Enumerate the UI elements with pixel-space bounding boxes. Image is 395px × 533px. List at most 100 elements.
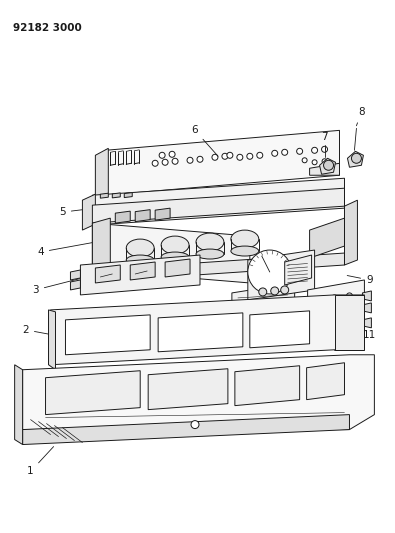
Polygon shape xyxy=(363,303,371,313)
Circle shape xyxy=(212,154,218,160)
Circle shape xyxy=(247,154,253,159)
Circle shape xyxy=(152,160,158,166)
Polygon shape xyxy=(105,131,339,195)
Polygon shape xyxy=(320,158,335,174)
Polygon shape xyxy=(112,193,120,198)
Circle shape xyxy=(331,295,337,301)
Polygon shape xyxy=(130,262,155,280)
Circle shape xyxy=(297,148,303,154)
Text: 4: 4 xyxy=(37,243,93,257)
Polygon shape xyxy=(92,253,344,282)
Polygon shape xyxy=(250,311,310,348)
Polygon shape xyxy=(310,218,344,258)
Text: 11: 11 xyxy=(356,322,376,340)
Circle shape xyxy=(240,305,250,315)
Circle shape xyxy=(162,159,168,165)
Polygon shape xyxy=(344,200,357,265)
Polygon shape xyxy=(148,369,228,410)
Polygon shape xyxy=(235,366,300,406)
Circle shape xyxy=(346,293,352,299)
Circle shape xyxy=(312,147,318,154)
Circle shape xyxy=(352,154,361,163)
Text: 6: 6 xyxy=(192,125,218,156)
Ellipse shape xyxy=(161,252,189,262)
Polygon shape xyxy=(285,255,312,285)
Polygon shape xyxy=(232,283,295,320)
Polygon shape xyxy=(155,208,170,220)
Circle shape xyxy=(187,157,193,163)
Circle shape xyxy=(169,151,175,157)
Polygon shape xyxy=(348,151,363,167)
Text: 7: 7 xyxy=(321,132,328,150)
Polygon shape xyxy=(158,313,243,352)
Polygon shape xyxy=(66,315,150,355)
Circle shape xyxy=(302,158,307,163)
Polygon shape xyxy=(248,250,314,300)
Polygon shape xyxy=(92,188,344,223)
Text: 10: 10 xyxy=(297,312,346,353)
Polygon shape xyxy=(308,280,365,340)
Circle shape xyxy=(227,152,233,158)
Circle shape xyxy=(248,250,292,294)
Polygon shape xyxy=(45,371,140,415)
Polygon shape xyxy=(165,259,190,277)
Ellipse shape xyxy=(126,239,154,257)
Circle shape xyxy=(322,147,327,152)
Circle shape xyxy=(272,150,278,156)
Text: 1: 1 xyxy=(27,447,54,477)
Ellipse shape xyxy=(161,236,189,254)
Polygon shape xyxy=(49,310,56,370)
Ellipse shape xyxy=(126,255,154,265)
Polygon shape xyxy=(70,270,81,280)
Polygon shape xyxy=(307,363,344,400)
Polygon shape xyxy=(363,318,371,328)
Polygon shape xyxy=(15,365,23,445)
Polygon shape xyxy=(124,192,132,198)
Polygon shape xyxy=(23,415,350,445)
Polygon shape xyxy=(95,148,108,200)
Circle shape xyxy=(253,303,263,313)
Circle shape xyxy=(222,154,228,159)
Polygon shape xyxy=(115,211,130,223)
Circle shape xyxy=(316,312,323,318)
Ellipse shape xyxy=(231,246,259,256)
Text: 9: 9 xyxy=(347,275,373,285)
Circle shape xyxy=(271,287,279,295)
Polygon shape xyxy=(81,255,200,295)
Circle shape xyxy=(346,308,352,314)
Circle shape xyxy=(322,159,327,164)
Polygon shape xyxy=(92,223,250,283)
Circle shape xyxy=(172,158,178,164)
Text: 8: 8 xyxy=(356,108,365,126)
Circle shape xyxy=(282,149,288,155)
Circle shape xyxy=(159,152,165,158)
Polygon shape xyxy=(100,193,108,198)
Polygon shape xyxy=(70,280,81,290)
Circle shape xyxy=(259,288,267,296)
Circle shape xyxy=(191,421,199,429)
Circle shape xyxy=(257,152,263,158)
Text: 5: 5 xyxy=(59,207,92,217)
Text: 3: 3 xyxy=(32,279,80,295)
Circle shape xyxy=(197,156,203,162)
Polygon shape xyxy=(92,218,110,270)
Ellipse shape xyxy=(231,230,259,248)
Text: 2: 2 xyxy=(22,325,50,335)
Polygon shape xyxy=(83,194,95,230)
Text: 92182 3000: 92182 3000 xyxy=(13,22,81,33)
Polygon shape xyxy=(95,265,120,283)
Circle shape xyxy=(237,154,243,160)
Polygon shape xyxy=(51,295,365,365)
Polygon shape xyxy=(310,163,339,175)
Polygon shape xyxy=(135,209,150,222)
Circle shape xyxy=(324,160,333,170)
Circle shape xyxy=(331,310,337,316)
Polygon shape xyxy=(335,295,365,350)
Ellipse shape xyxy=(196,233,224,251)
Polygon shape xyxy=(23,355,374,430)
Polygon shape xyxy=(363,291,371,301)
Polygon shape xyxy=(92,178,344,225)
Ellipse shape xyxy=(196,249,224,259)
Circle shape xyxy=(281,286,289,294)
Circle shape xyxy=(312,160,317,165)
